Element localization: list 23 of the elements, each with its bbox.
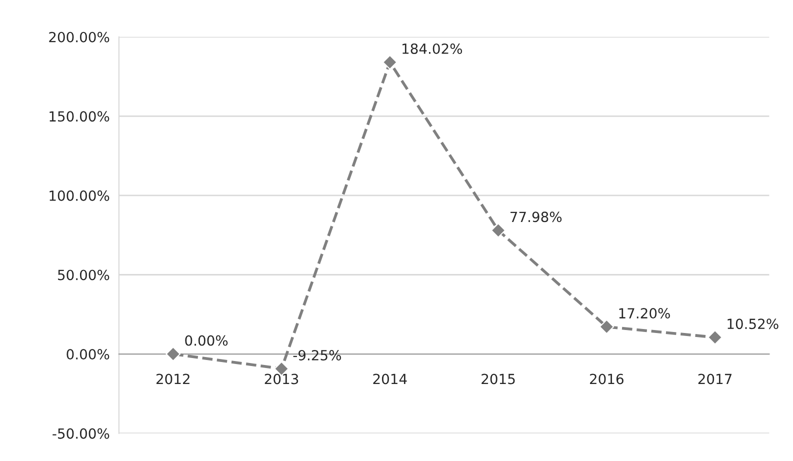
y-tick-label: 150.00% (50, 111, 110, 122)
data-label: 17.20% (619, 308, 670, 319)
data-label: 10.52% (728, 318, 778, 330)
data-label: 184.02% (402, 43, 462, 54)
x-tick-label: 2014 (373, 374, 407, 384)
y-tick-label: 0.00% (66, 349, 110, 360)
y-tick-label: -50.00% (52, 428, 110, 439)
point (708, 330, 722, 345)
data-label: -9.25% (293, 350, 341, 360)
x-tick-label: 2013 (264, 374, 298, 384)
y-tick-label: 200.00% (49, 32, 110, 42)
x-tick-label: 2017 (698, 374, 732, 384)
x-tick-label: 2015 (482, 374, 515, 384)
point (166, 346, 181, 362)
data-label: 77.98% (510, 212, 562, 222)
point (599, 319, 614, 334)
y-tick-label: 100.00% (50, 190, 110, 201)
x-tick-label: 2016 (590, 374, 624, 384)
data-label: 0.00% (185, 335, 228, 346)
point (490, 222, 506, 238)
y-tick-label: 50.00% (58, 270, 110, 280)
point (382, 54, 398, 70)
x-tick-label: 2012 (156, 374, 190, 384)
